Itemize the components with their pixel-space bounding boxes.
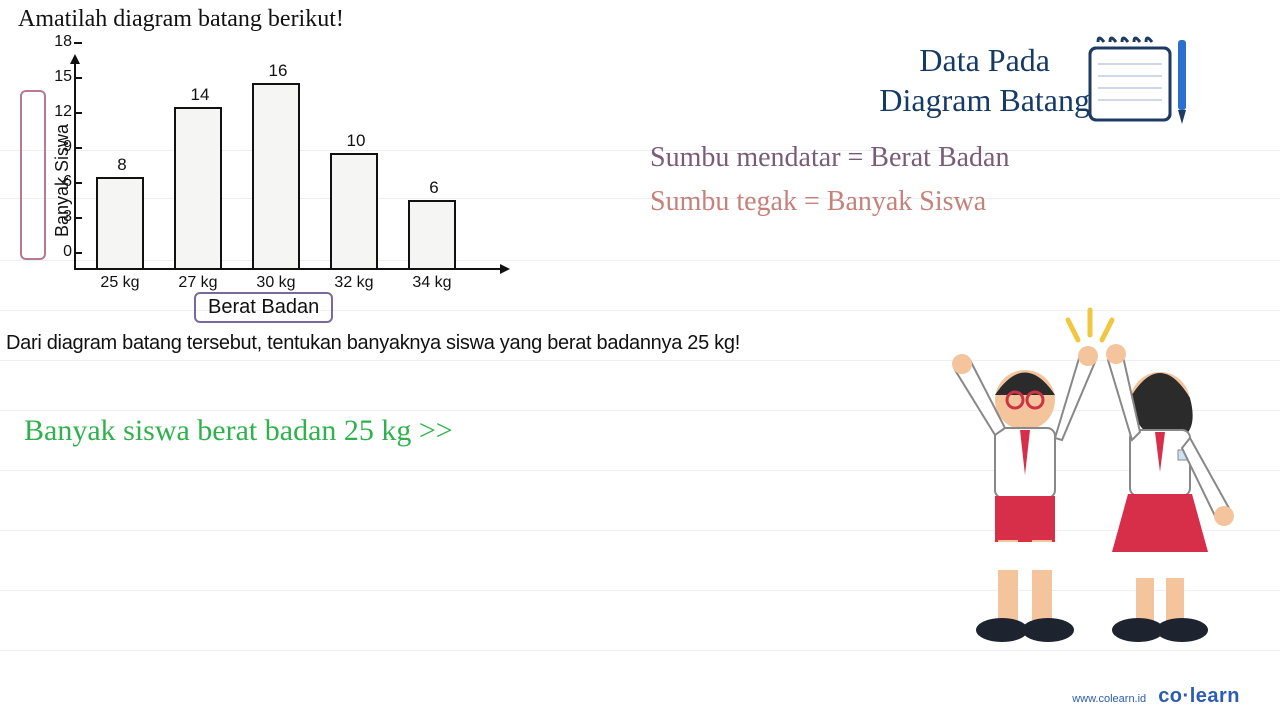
students-illustration xyxy=(940,300,1240,680)
bar: 16 xyxy=(252,83,300,270)
y-axis-arrow-icon xyxy=(70,54,80,64)
x-category-label: 32 kg xyxy=(314,274,394,292)
x-category-label: 34 kg xyxy=(392,274,472,292)
bar-value-label: 8 xyxy=(98,155,146,175)
x-category-label: 30 kg xyxy=(236,274,316,292)
x-axis-arrow-icon xyxy=(500,264,510,274)
subtitle-vertical-axis: Sumbu tegak = Banyak Siswa xyxy=(650,186,986,218)
y-tick: 12 xyxy=(46,103,72,121)
y-axis-label-box xyxy=(20,90,46,260)
notepad-icon xyxy=(1080,30,1200,130)
title-line-1: Data Pada xyxy=(879,40,1090,80)
bar: 14 xyxy=(174,107,222,270)
bar-value-label: 10 xyxy=(332,131,380,151)
bar-value-label: 16 xyxy=(254,61,302,81)
bar-chart: Banyak Siswa 0369121518825 kg1427 kg1630… xyxy=(20,60,520,320)
bar: 10 xyxy=(330,153,378,270)
bar: 8 xyxy=(96,177,144,270)
answer-prompt: Banyak siswa berat badan 25 kg >> xyxy=(24,414,453,448)
footer-brand: co·learn xyxy=(1158,685,1240,708)
subtitle-horizontal-axis: Sumbu mendatar = Berat Badan xyxy=(650,142,1009,174)
bar-value-label: 6 xyxy=(410,178,458,198)
chart-plot-area: 0369121518825 kg1427 kg1630 kg1032 kg634… xyxy=(74,60,504,290)
footer-url: www.colearn.id xyxy=(1072,693,1146,705)
y-tick: 3 xyxy=(46,208,72,226)
title-line-2: Diagram Batang xyxy=(879,80,1090,120)
x-category-label: 27 kg xyxy=(158,274,238,292)
x-category-label: 25 kg xyxy=(80,274,160,292)
y-tick: 9 xyxy=(46,138,72,156)
y-tick: 6 xyxy=(46,173,72,191)
y-axis-line xyxy=(74,60,76,270)
y-tick: 18 xyxy=(46,33,72,51)
bar: 6 xyxy=(408,200,456,270)
y-tick: 15 xyxy=(46,68,72,86)
bar-value-label: 14 xyxy=(176,85,224,105)
instruction-text: Amatilah diagram batang berikut! xyxy=(18,6,344,33)
question-text: Dari diagram batang tersebut, tentukan b… xyxy=(6,332,740,355)
section-title: Data Pada Diagram Batang xyxy=(879,40,1090,120)
x-axis-label-box: Berat Badan xyxy=(194,292,333,323)
y-tick: 0 xyxy=(46,243,72,261)
footer: www.colearn.id co·learn xyxy=(1072,685,1240,708)
